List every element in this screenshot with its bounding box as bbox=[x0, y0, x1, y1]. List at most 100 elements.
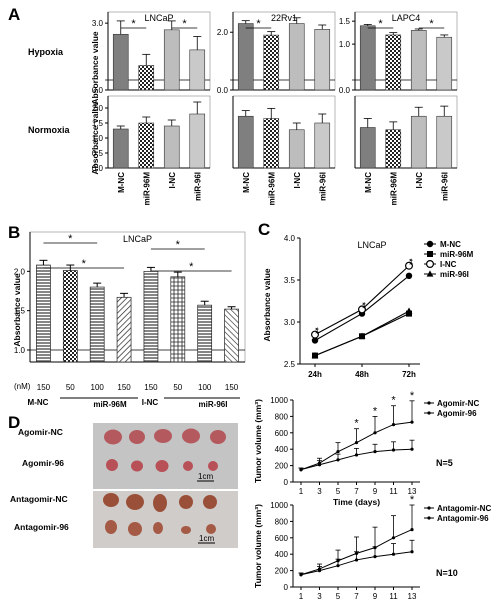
chart-title: LNCaP bbox=[123, 234, 152, 244]
y-tick-label: 4.0 bbox=[284, 234, 296, 243]
y-tick-label: 200 bbox=[275, 567, 289, 576]
y-tick-label: 3.5 bbox=[284, 276, 296, 285]
data-point bbox=[405, 261, 414, 270]
x-tick-label: I-NC bbox=[168, 172, 177, 189]
y-axis-label: Tumor volume (mm³) bbox=[253, 399, 263, 483]
data-point bbox=[391, 448, 396, 452]
data-point bbox=[299, 468, 303, 472]
x-tick-label: 100 bbox=[198, 383, 212, 392]
bar bbox=[314, 29, 331, 91]
chart-A-hyp-LNCaP: LNCaP 0.0 3.0 * * bbox=[92, 11, 211, 95]
chart-title: LAPC4 bbox=[392, 13, 421, 23]
annotation: * bbox=[373, 405, 378, 417]
bar bbox=[314, 122, 331, 169]
chart-A-norm-LAPC4: M-NC miR-96M I-NC miR-96I bbox=[354, 95, 458, 206]
bar bbox=[36, 264, 51, 363]
sig-label: * bbox=[131, 18, 136, 30]
bar bbox=[385, 34, 402, 91]
data-point bbox=[373, 450, 377, 454]
y-tick-label: 3.0 bbox=[284, 318, 296, 327]
bar bbox=[436, 115, 453, 169]
y-tick-label: 0.0 bbox=[92, 86, 104, 95]
data-point bbox=[373, 431, 377, 435]
x-tick-label: I-NC bbox=[415, 172, 424, 189]
photo-label-antagomir-nc: Antagomir-NC bbox=[10, 494, 68, 504]
x-tick-label: 13 bbox=[408, 592, 417, 601]
x-tick-label: 150 bbox=[117, 383, 131, 392]
bar bbox=[62, 270, 78, 363]
x-tick-label: 24h bbox=[308, 370, 322, 379]
bar bbox=[189, 113, 206, 169]
bar bbox=[189, 49, 206, 91]
sig-label: * bbox=[182, 18, 187, 30]
bar bbox=[197, 304, 213, 363]
bar bbox=[112, 33, 129, 91]
chart-A-hyp-22Rv1: 22Rv1 0.0 2.0 * bbox=[217, 11, 336, 95]
x-tick-label: miR-96M bbox=[389, 172, 398, 206]
x-tick-label: M-NC bbox=[242, 172, 251, 193]
chart-A-norm-LNCaP: 0.0 0.5 1.0 1.5 2.0 M-NC miR-96M I-NC miR-96I bbox=[92, 95, 211, 205]
panel-c-chart: LNCaP 2.5 3.0 3.5 4.0 24h 48h 72h M-NCmiR-96MI-N… bbox=[284, 234, 474, 379]
x-tick-label: 48h bbox=[355, 370, 369, 379]
panel-c-ylabel: Absorbance value bbox=[262, 268, 272, 341]
legend-marker bbox=[426, 260, 435, 269]
x-axis-label: Time (days) bbox=[333, 497, 380, 507]
y-tick-label: 2.0 bbox=[92, 104, 104, 113]
x-tick-label: 150 bbox=[144, 383, 158, 392]
y-tick-label: 2.0 bbox=[14, 267, 26, 276]
y-tick-label: 0.0 bbox=[92, 164, 104, 173]
bar bbox=[112, 128, 129, 169]
bar bbox=[410, 30, 427, 91]
row-label-hypoxia: Hypoxia bbox=[28, 47, 64, 57]
data-point bbox=[405, 272, 413, 279]
x-tick-label: 3 bbox=[317, 592, 322, 601]
panel-a-hyp-ylabel: Absorbance value bbox=[90, 31, 100, 104]
data-point bbox=[311, 337, 319, 344]
bar bbox=[263, 34, 280, 91]
annotation: ** bbox=[358, 302, 367, 309]
sig-label: * bbox=[378, 18, 383, 30]
data-point bbox=[358, 305, 367, 314]
y-tick-label: 1.5 bbox=[339, 17, 351, 26]
y-tick-label: 600 bbox=[275, 534, 289, 543]
data-point bbox=[410, 447, 414, 451]
data-point bbox=[336, 458, 340, 462]
bar bbox=[359, 127, 376, 169]
data-point bbox=[391, 423, 396, 427]
bar bbox=[138, 122, 155, 169]
legend-marker bbox=[427, 251, 433, 257]
annotation: * bbox=[391, 395, 396, 407]
photo-label-agomir-nc: Agomir-NC bbox=[18, 427, 63, 437]
x-tick-label: 11 bbox=[389, 592, 398, 601]
data-point bbox=[354, 558, 359, 562]
sig-label: * bbox=[189, 261, 194, 273]
n-label-agomir: N=5 bbox=[436, 458, 453, 468]
x-tick-label: 1 bbox=[299, 592, 304, 601]
legend-marker bbox=[427, 506, 431, 510]
y-tick-label: 1.5 bbox=[14, 307, 26, 316]
x-tick-label: M-NC bbox=[117, 172, 126, 193]
data-point bbox=[354, 441, 359, 445]
bar bbox=[163, 125, 180, 169]
panel-letter-c: C bbox=[258, 220, 270, 239]
panel-b-group-mnc: M-NC bbox=[28, 398, 49, 407]
y-axis-label: Tumor volume (mm³) bbox=[253, 504, 263, 588]
legend-marker bbox=[427, 516, 431, 520]
legend-label: M-NC bbox=[440, 240, 461, 249]
y-tick-label: 1.0 bbox=[92, 134, 104, 143]
panel-b-group-mir96m: miR-96M bbox=[93, 400, 127, 409]
y-tick-label: 400 bbox=[275, 550, 289, 559]
x-tick-label: 5 bbox=[336, 487, 341, 496]
y-tick-label: 0.5 bbox=[92, 149, 104, 158]
y-tick-label: 400 bbox=[275, 445, 289, 454]
x-tick-label: 7 bbox=[354, 592, 359, 601]
data-point bbox=[317, 569, 322, 573]
x-tick-label: 5 bbox=[336, 592, 341, 601]
chart-A-norm-22Rv1: M-NC miR-96M I-NC miR-96I bbox=[232, 95, 336, 205]
data-point bbox=[410, 550, 414, 554]
x-tick-label: miR-96I bbox=[440, 172, 449, 201]
panel-a-charts: LNCaP 0.0 3.0 * * 22Rv1 0.0 2.0 * LAPC4 0.0 1.0 1.5 *… bbox=[92, 11, 458, 206]
y-tick-label: 200 bbox=[275, 462, 289, 471]
x-tick-label: 11 bbox=[389, 487, 398, 496]
